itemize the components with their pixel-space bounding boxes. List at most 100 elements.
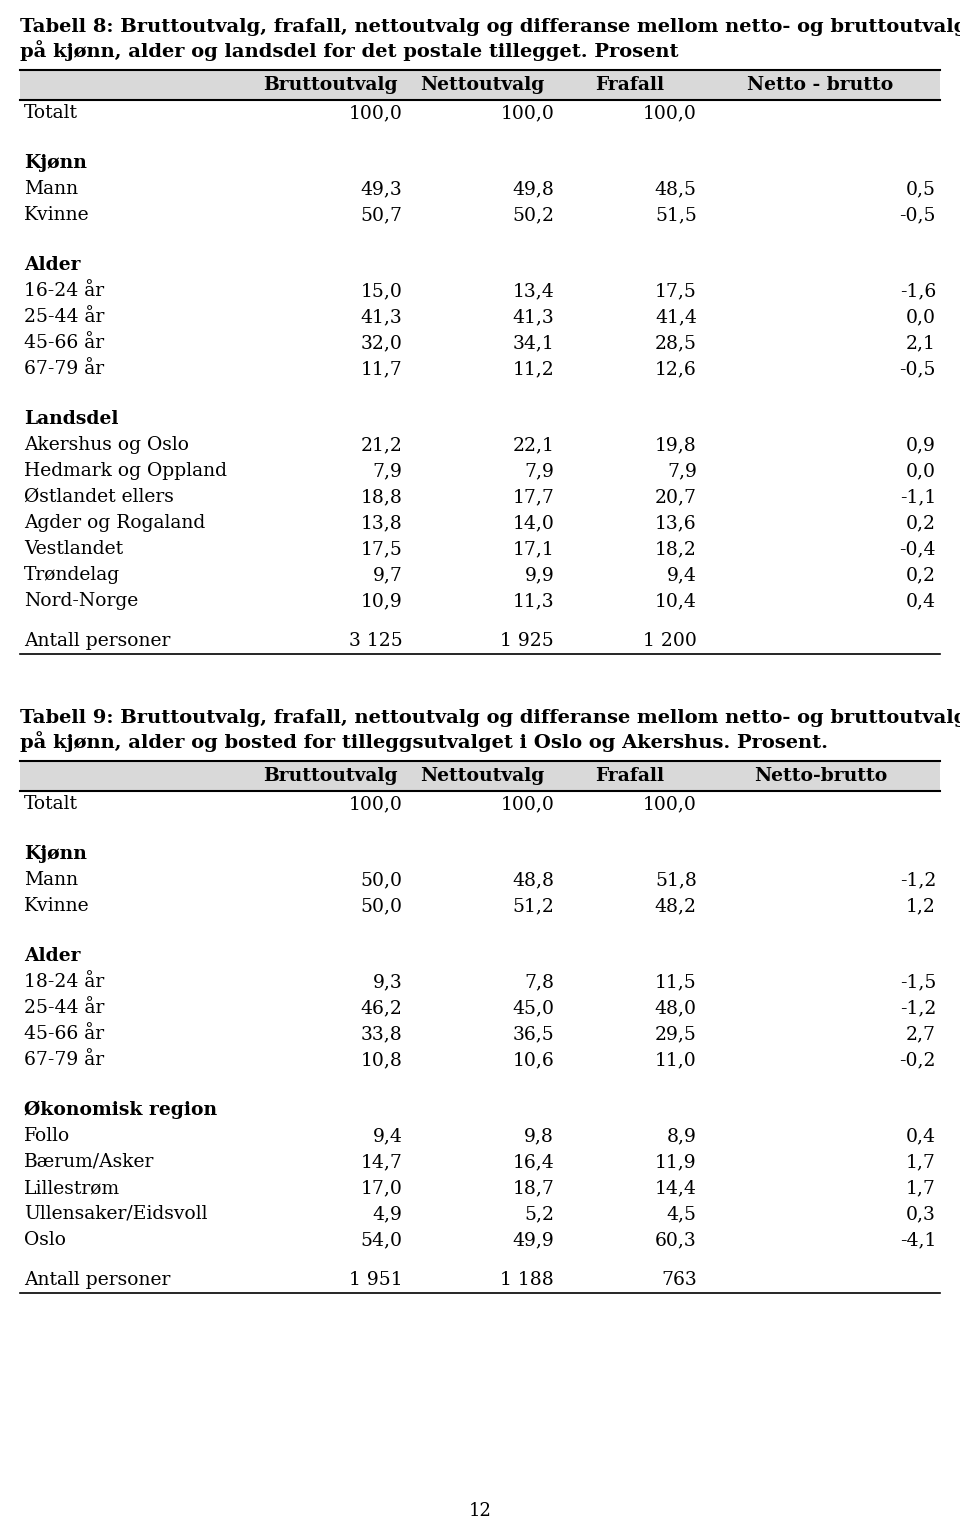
Text: 16,4: 16,4 — [513, 1154, 554, 1170]
Text: 5,2: 5,2 — [524, 1205, 554, 1222]
Text: Antall personer: Antall personer — [24, 632, 170, 651]
Text: 1 188: 1 188 — [500, 1271, 554, 1289]
Text: 41,3: 41,3 — [361, 308, 402, 326]
Text: Akershus og Oslo: Akershus og Oslo — [24, 436, 189, 454]
Text: 22,1: 22,1 — [513, 436, 554, 454]
Text: 13,6: 13,6 — [655, 514, 697, 532]
Text: Bruttoutvalg: Bruttoutvalg — [263, 76, 397, 94]
Text: -1,1: -1,1 — [900, 488, 936, 506]
Text: 100,0: 100,0 — [643, 104, 697, 122]
Text: Lillestrøm: Lillestrøm — [24, 1180, 120, 1196]
Text: 9,3: 9,3 — [372, 972, 402, 991]
Text: 45-66 år: 45-66 år — [24, 1026, 104, 1042]
Text: 48,2: 48,2 — [655, 898, 697, 914]
Text: Totalt: Totalt — [24, 796, 78, 812]
Text: 1 200: 1 200 — [643, 632, 697, 651]
Text: 48,0: 48,0 — [655, 1000, 697, 1017]
Text: 10,6: 10,6 — [513, 1052, 554, 1068]
Text: 45,0: 45,0 — [513, 1000, 554, 1017]
Text: 17,0: 17,0 — [361, 1180, 402, 1196]
Text: -1,2: -1,2 — [900, 872, 936, 888]
Text: 51,8: 51,8 — [655, 872, 697, 888]
Text: Østlandet ellers: Østlandet ellers — [24, 488, 174, 506]
Text: Kvinne: Kvinne — [24, 898, 89, 914]
Text: 11,3: 11,3 — [513, 591, 554, 610]
Text: Netto-brutto: Netto-brutto — [754, 767, 887, 785]
Text: Økonomisk region: Økonomisk region — [24, 1100, 217, 1119]
Text: 17,1: 17,1 — [513, 539, 554, 558]
Text: -1,2: -1,2 — [900, 1000, 936, 1017]
Text: 48,8: 48,8 — [513, 872, 554, 888]
Text: 1,7: 1,7 — [906, 1180, 936, 1196]
Text: Alder: Alder — [24, 256, 81, 274]
Text: 16-24 år: 16-24 år — [24, 282, 104, 300]
Text: 18,2: 18,2 — [655, 539, 697, 558]
Text: 10,4: 10,4 — [655, 591, 697, 610]
Text: 2,7: 2,7 — [906, 1026, 936, 1042]
Text: 7,8: 7,8 — [524, 972, 554, 991]
Text: Vestlandet: Vestlandet — [24, 539, 123, 558]
Text: 17,5: 17,5 — [655, 282, 697, 300]
Text: -0,5: -0,5 — [900, 206, 936, 224]
Text: 100,0: 100,0 — [500, 796, 554, 812]
Text: 28,5: 28,5 — [655, 334, 697, 352]
Text: 46,2: 46,2 — [361, 1000, 402, 1017]
Text: på kjønn, alder og bosted for tilleggsutvalget i Oslo og Akershus. Prosent.: på kjønn, alder og bosted for tilleggsut… — [20, 732, 828, 751]
Text: 7,9: 7,9 — [667, 462, 697, 480]
Text: 11,9: 11,9 — [655, 1154, 697, 1170]
Text: Mann: Mann — [24, 872, 78, 888]
Text: Antall personer: Antall personer — [24, 1271, 170, 1289]
Text: 9,7: 9,7 — [372, 565, 402, 584]
Text: 18,7: 18,7 — [513, 1180, 554, 1196]
Text: 0,0: 0,0 — [906, 462, 936, 480]
Text: 4,9: 4,9 — [372, 1205, 402, 1222]
Text: 10,8: 10,8 — [361, 1052, 402, 1068]
Text: 763: 763 — [661, 1271, 697, 1289]
Text: 21,2: 21,2 — [361, 436, 402, 454]
Text: -4,1: -4,1 — [900, 1231, 936, 1250]
Bar — [20, 70, 940, 101]
Text: 11,2: 11,2 — [513, 360, 554, 378]
Text: Tabell 8: Bruttoutvalg, frafall, nettoutvalg og differanse mellom netto- og brut: Tabell 8: Bruttoutvalg, frafall, nettout… — [20, 18, 960, 37]
Text: 1,7: 1,7 — [906, 1154, 936, 1170]
Text: 0,4: 0,4 — [906, 1128, 936, 1145]
Text: 67-79 år: 67-79 år — [24, 360, 104, 378]
Text: 0,0: 0,0 — [906, 308, 936, 326]
Text: 50,0: 50,0 — [360, 872, 402, 888]
Text: 18-24 år: 18-24 år — [24, 972, 105, 991]
Text: 0,2: 0,2 — [906, 514, 936, 532]
Text: 11,5: 11,5 — [655, 972, 697, 991]
Text: 50,0: 50,0 — [360, 898, 402, 914]
Text: 4,5: 4,5 — [667, 1205, 697, 1222]
Text: Follo: Follo — [24, 1128, 70, 1145]
Text: Nord-Norge: Nord-Norge — [24, 591, 138, 610]
Text: 11,7: 11,7 — [361, 360, 402, 378]
Text: 9,8: 9,8 — [524, 1128, 554, 1145]
Text: 20,7: 20,7 — [655, 488, 697, 506]
Text: 60,3: 60,3 — [655, 1231, 697, 1250]
Text: 0,5: 0,5 — [906, 180, 936, 198]
Text: 9,4: 9,4 — [372, 1128, 402, 1145]
Text: 49,3: 49,3 — [361, 180, 402, 198]
Text: 49,8: 49,8 — [513, 180, 554, 198]
Text: 29,5: 29,5 — [655, 1026, 697, 1042]
Text: -1,5: -1,5 — [900, 972, 936, 991]
Text: Ullensaker/Eidsvoll: Ullensaker/Eidsvoll — [24, 1205, 207, 1222]
Text: Mann: Mann — [24, 180, 78, 198]
Text: Frafall: Frafall — [595, 767, 664, 785]
Text: 51,2: 51,2 — [513, 898, 554, 914]
Text: -0,5: -0,5 — [900, 360, 936, 378]
Text: Frafall: Frafall — [595, 76, 664, 94]
Text: 50,2: 50,2 — [513, 206, 554, 224]
Text: 19,8: 19,8 — [655, 436, 697, 454]
Text: Nettoutvalg: Nettoutvalg — [420, 767, 544, 785]
Text: 18,8: 18,8 — [361, 488, 402, 506]
Text: 9,4: 9,4 — [667, 565, 697, 584]
Text: 0,3: 0,3 — [906, 1205, 936, 1222]
Text: Kvinne: Kvinne — [24, 206, 89, 224]
Text: 49,9: 49,9 — [513, 1231, 554, 1250]
Text: 25-44 år: 25-44 år — [24, 308, 105, 326]
Text: 36,5: 36,5 — [513, 1026, 554, 1042]
Text: -0,2: -0,2 — [900, 1052, 936, 1068]
Text: 7,9: 7,9 — [524, 462, 554, 480]
